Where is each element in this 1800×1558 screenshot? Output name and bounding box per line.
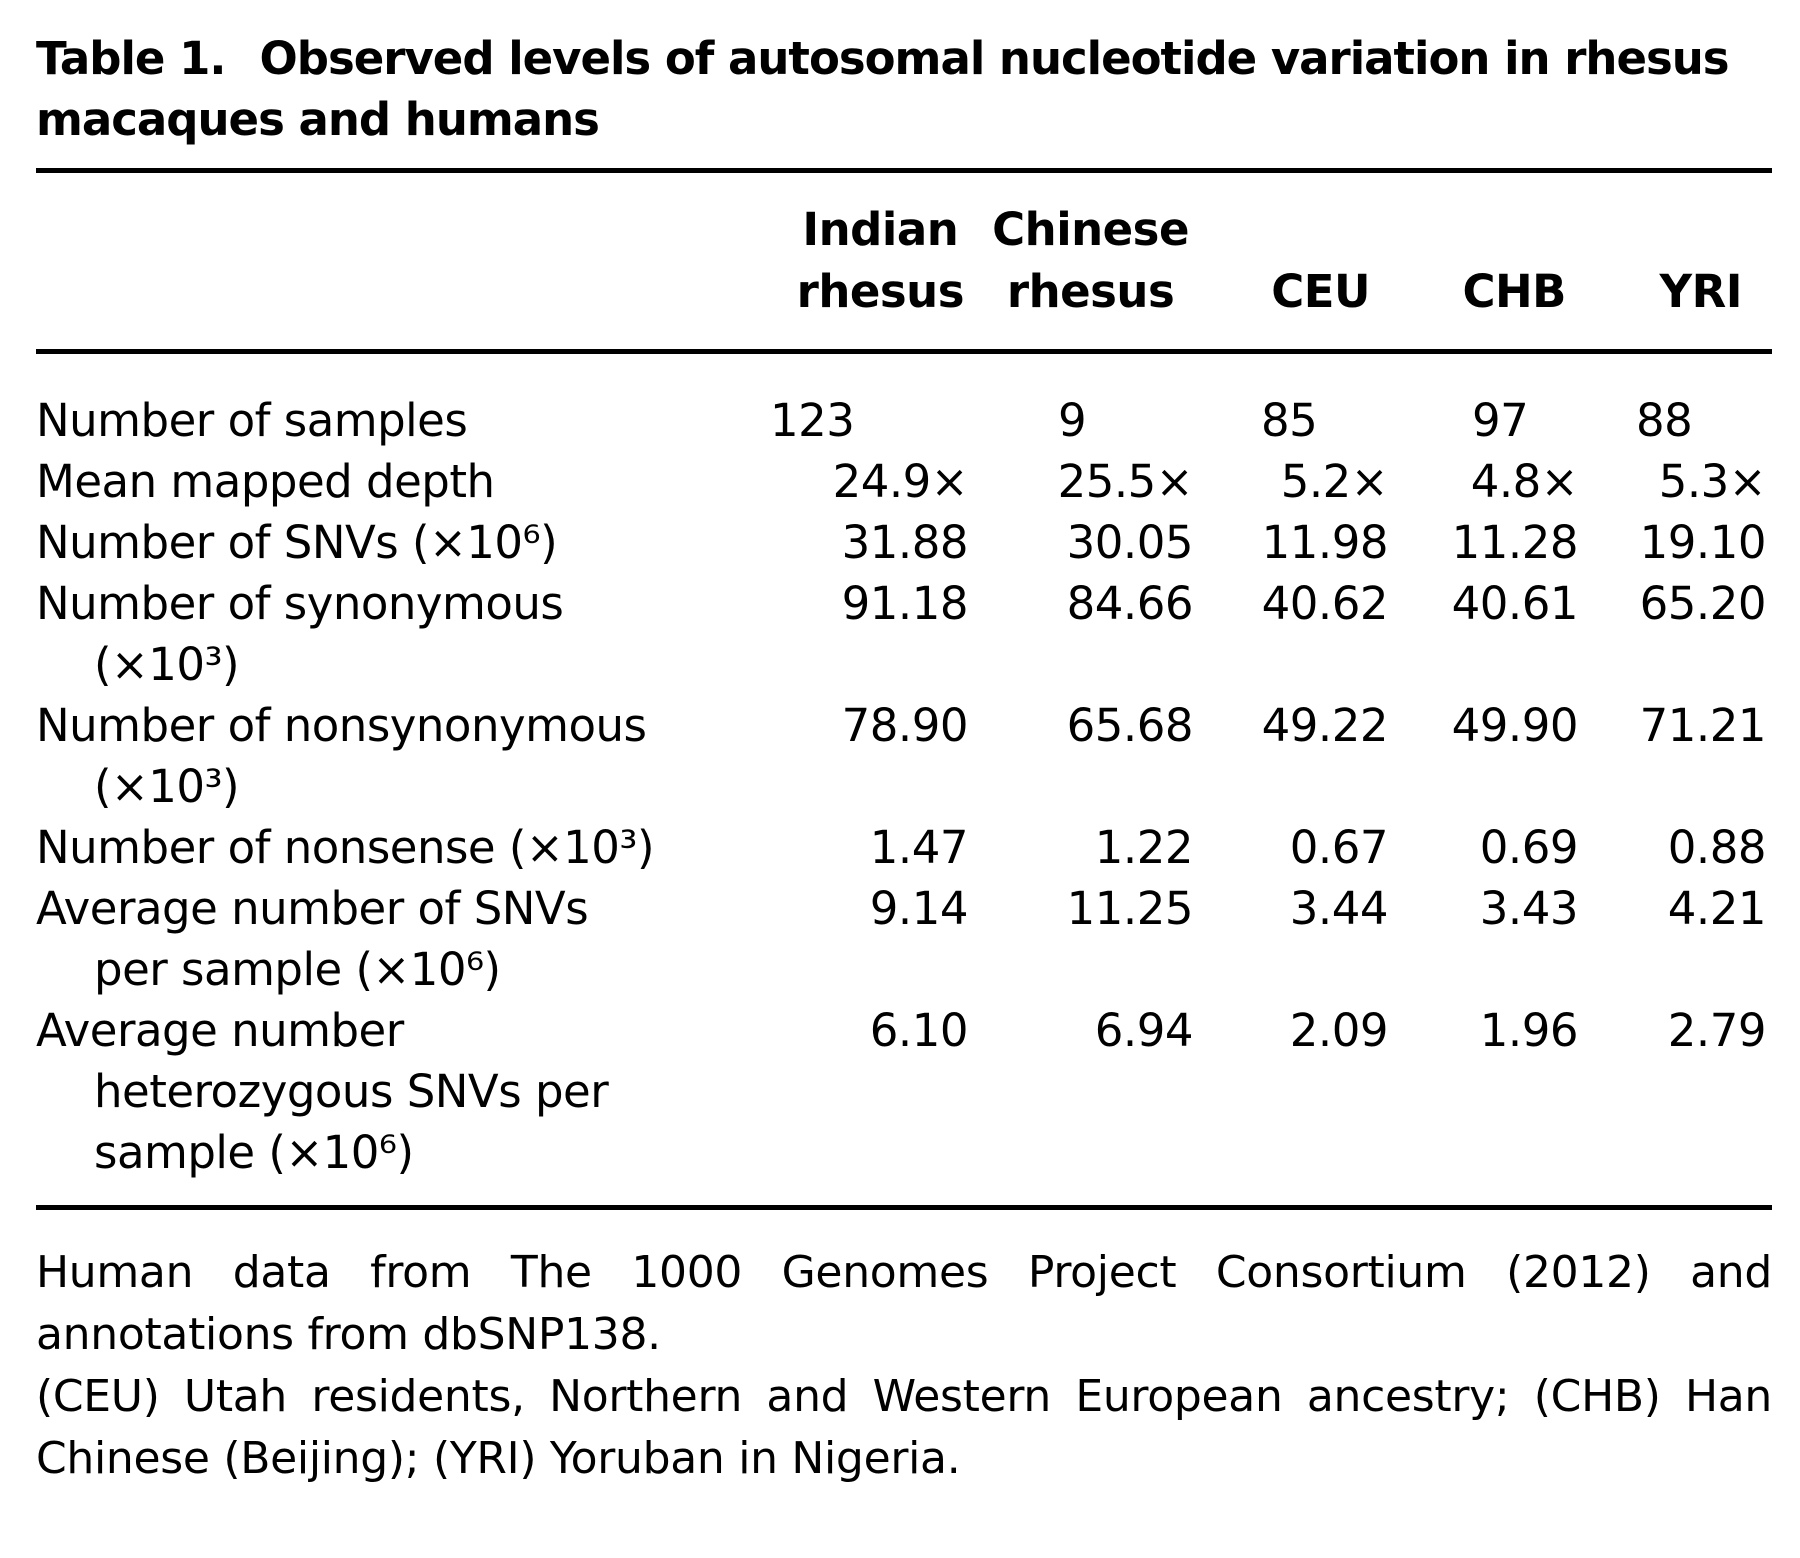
row-label: Average number heterozygous SNVs per samp… [36, 1004, 609, 1179]
table-row: Number of nonsense (×10³) 1.47 1.22 0.67… [36, 817, 1772, 878]
cell-value: 24.9× [832, 455, 969, 508]
cell-value: 49.90 [1451, 699, 1579, 752]
row-label: Number of samples [36, 394, 468, 447]
cell-value: 31.88 [841, 516, 969, 569]
cell-value: 2.09 [1289, 1004, 1389, 1057]
cell-value: 1.47 [869, 821, 969, 874]
cell-value: 9 [1058, 394, 1087, 447]
cell-value: 11.98 [1261, 516, 1389, 569]
cell-value: 71.21 [1639, 699, 1767, 752]
row-label-header [36, 173, 756, 323]
data-table: Indian rhesus Chinese rhesus CEU CHB YRI N… [36, 173, 1772, 1183]
row-label: Number of nonsynonymous (×10³) [36, 699, 647, 813]
cell-value: 123 [770, 394, 855, 447]
row-label: Number of nonsense (×10³) [36, 821, 655, 874]
cell-value: 9.14 [869, 882, 969, 935]
cell-value: 1.96 [1479, 1004, 1579, 1057]
cell-value: 84.66 [1066, 577, 1194, 630]
table-row: Mean mapped depth 24.9× 25.5× 5.2× 4.8× … [36, 451, 1772, 512]
table-title: Observed levels of autosomal nucleotide … [36, 32, 1730, 146]
top-rule [36, 168, 1772, 173]
cell-value: 4.8× [1470, 455, 1579, 508]
cell-value: 40.62 [1261, 577, 1389, 630]
cell-value: 49.22 [1261, 699, 1389, 752]
table-row: Number of SNVs (×10⁶) 31.88 30.05 11.98 … [36, 512, 1772, 573]
cell-value: 5.2× [1280, 455, 1389, 508]
column-header-chb: CHB [1462, 265, 1567, 318]
column-header-ceu: CEU [1271, 265, 1370, 318]
table-footnotes: Human data from The 1000 Genomes Project… [36, 1242, 1772, 1490]
cell-value: 6.10 [869, 1004, 969, 1057]
row-label: Number of SNVs (×10⁶) [36, 516, 558, 569]
table-row: Number of samples 123 9 85 97 88 [36, 354, 1772, 451]
cell-value: 0.69 [1479, 821, 1579, 874]
cell-value: 11.25 [1066, 882, 1194, 935]
cell-value: 1.22 [1094, 821, 1194, 874]
row-label: Average number of SNVs per sample (×10⁶) [36, 882, 589, 996]
table-row: Average number of SNVs per sample (×10⁶) … [36, 878, 1772, 1000]
cell-value: 85 [1261, 394, 1318, 447]
cell-value: 88 [1636, 394, 1693, 447]
cell-value: 25.5× [1057, 455, 1194, 508]
table-caption: Table 1. Observed levels of autosomal nuc… [36, 28, 1772, 168]
cell-value: 3.43 [1479, 882, 1579, 935]
cell-value: 0.67 [1289, 821, 1389, 874]
cell-value: 97 [1472, 394, 1529, 447]
cell-value: 65.68 [1066, 699, 1194, 752]
bottom-rule [36, 1205, 1772, 1210]
cell-value: 3.44 [1289, 882, 1389, 935]
cell-value: 19.10 [1639, 516, 1767, 569]
footnote-source: Human data from The 1000 Genomes Project… [36, 1247, 1772, 1360]
table-row: Number of nonsynonymous (×10³) 78.90 65.6… [36, 695, 1772, 817]
cell-value: 65.20 [1639, 577, 1767, 630]
table-label: Table 1. [36, 32, 226, 85]
table-row: Average number heterozygous SNVs per samp… [36, 1000, 1772, 1183]
header-rule [36, 349, 1772, 354]
table-row: Number of synonymous (×10³) 91.18 84.66 4… [36, 573, 1772, 695]
cell-value: 30.05 [1066, 516, 1194, 569]
cell-value: 78.90 [841, 699, 969, 752]
row-label: Mean mapped depth [36, 455, 495, 508]
cell-value: 40.61 [1451, 577, 1579, 630]
header-row: Indian rhesus Chinese rhesus CEU CHB YRI [36, 173, 1772, 323]
cell-value: 6.94 [1094, 1004, 1194, 1057]
cell-value: 2.79 [1667, 1004, 1767, 1057]
cell-value: 5.3× [1658, 455, 1767, 508]
column-header-yri: YRI [1659, 265, 1743, 318]
cell-value: 4.21 [1667, 882, 1767, 935]
footnote-abbreviations: (CEU) Utah residents, Northern and Weste… [36, 1371, 1772, 1484]
column-header-chinese-rhesus: Chinese rhesus [992, 203, 1189, 318]
table-container: Table 1. Observed levels of autosomal nuc… [36, 28, 1772, 1490]
cell-value: 91.18 [841, 577, 969, 630]
row-label: Number of synonymous (×10³) [36, 577, 564, 691]
column-header-indian-rhesus: Indian rhesus [796, 203, 965, 318]
cell-value: 11.28 [1451, 516, 1579, 569]
cell-value: 0.88 [1667, 821, 1767, 874]
